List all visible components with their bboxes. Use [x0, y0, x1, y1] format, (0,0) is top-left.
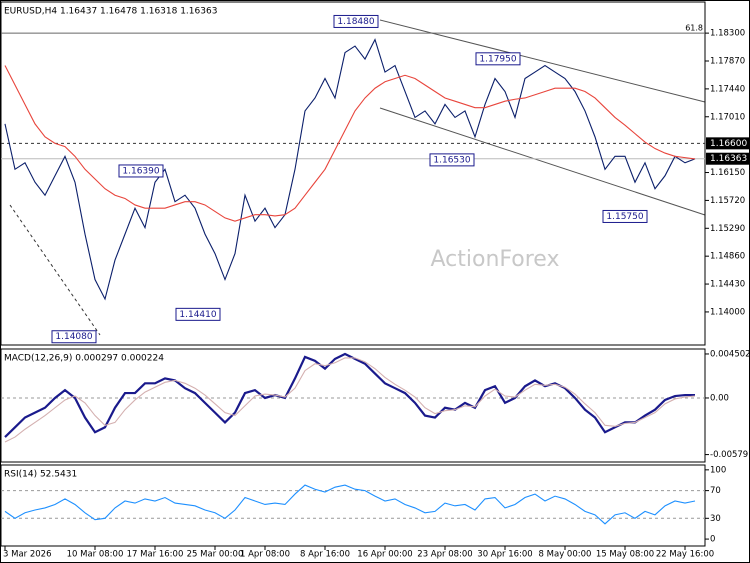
y-tick-label: 1.17870 — [710, 57, 745, 67]
channel-lower — [379, 107, 706, 216]
x-tick-label: 17 Mar 16:00 — [127, 550, 184, 560]
x-tick-label: 1 Apr 08:00 — [240, 550, 290, 560]
panel — [0, 464, 706, 547]
annotation-box — [602, 209, 648, 223]
level-label: 61.8 — [685, 24, 703, 33]
y-tick-label: 1.16150 — [710, 168, 745, 178]
panel — [0, 1, 706, 346]
x-tick-label: 15 May 08:00 — [596, 550, 654, 560]
panel-title: MACD(12,26,9) 0.000297 0.000224 — [4, 354, 164, 364]
annotation-box — [475, 52, 521, 66]
y-tick-label: 1.17010 — [710, 112, 745, 122]
annotation-label: 1.16530 — [433, 155, 470, 165]
y-tick-label: 1.14860 — [710, 252, 745, 262]
panel-title: EURUSD,H4 1.16437 1.16478 1.16318 1.1636… — [4, 7, 217, 17]
x-tick-label: 16 Apr 00:00 — [357, 550, 412, 560]
price-box — [706, 152, 750, 165]
y-tick-label: 1.15720 — [710, 196, 745, 206]
annotation-box — [429, 153, 475, 167]
y-tick-label: 1.14000 — [710, 307, 745, 317]
annotation-box — [51, 330, 97, 344]
panel — [0, 348, 706, 463]
y-tick-label: 30 — [710, 514, 721, 524]
annotation-box — [118, 164, 164, 178]
channel-upper — [379, 19, 706, 103]
panel-title: RSI(14) 52.5431 — [4, 470, 77, 480]
annotation-label: 1.14080 — [55, 332, 92, 342]
annotation-label: 1.14410 — [179, 310, 216, 320]
x-tick-label: 8 Apr 16:00 — [300, 550, 350, 560]
y-tick-label: 70 — [710, 486, 721, 496]
y-tick-label: 1.15290 — [710, 224, 745, 234]
series-line — [4, 38, 696, 301]
annotation-box — [175, 307, 221, 321]
series-line — [4, 357, 696, 443]
series-line — [4, 65, 696, 222]
x-tick-label: 30 Apr 16:00 — [477, 550, 532, 560]
y-tick-label: -0.005791 — [710, 450, 750, 460]
x-tick-label: 25 Mar 00:00 — [187, 550, 244, 560]
series-line — [4, 484, 696, 525]
x-tick-label: 22 May 16:00 — [656, 550, 714, 560]
watermark: ActionForex — [431, 247, 560, 272]
trend-line — [9, 204, 101, 336]
price-box — [706, 137, 750, 150]
annotation-label: 1.18480 — [337, 17, 374, 27]
x-tick-label: 8 May 00:00 — [539, 550, 592, 560]
y-tick-label: 0.00 — [710, 393, 729, 403]
x-tick-label: 23 Apr 08:00 — [417, 550, 472, 560]
annotation-box — [333, 14, 379, 28]
x-tick-label: 10 Mar 08:00 — [67, 550, 124, 560]
price-box-label: 1.16363 — [710, 154, 747, 164]
x-tick-label: 3 Mar 2026 — [3, 550, 51, 560]
y-tick-label: 1.18300 — [710, 29, 745, 39]
y-tick-label: 1.14430 — [710, 280, 745, 290]
y-tick-label: 0 — [710, 535, 715, 545]
annotation-label: 1.17950 — [479, 54, 516, 64]
series-line — [4, 352, 695, 438]
y-tick-label: 0.004502 — [710, 349, 750, 359]
annotation-label: 1.16390 — [122, 166, 159, 176]
price-box-label: 1.16600 — [710, 139, 747, 149]
annotation-label: 1.15750 — [606, 212, 643, 222]
y-tick-label: 1.17440 — [710, 84, 745, 94]
y-tick-label: 100 — [710, 465, 726, 475]
